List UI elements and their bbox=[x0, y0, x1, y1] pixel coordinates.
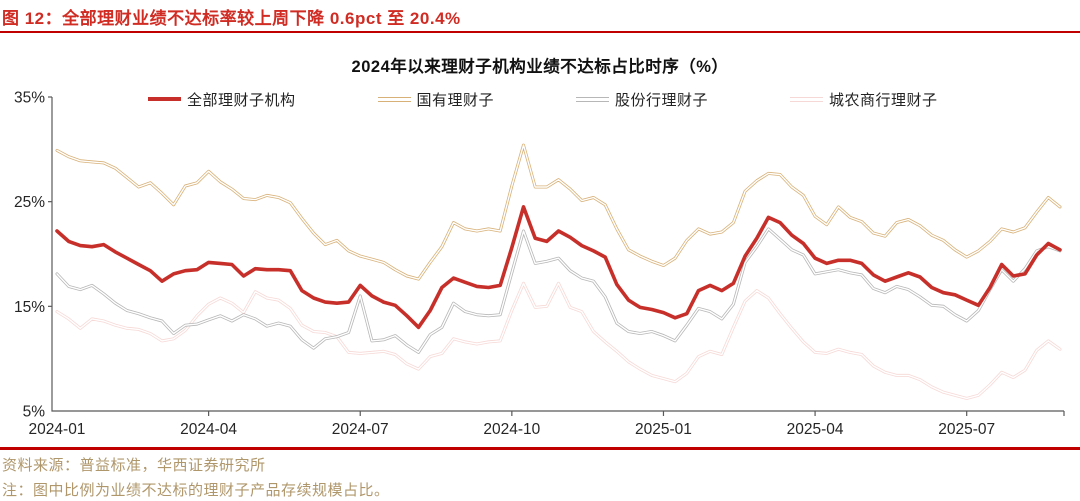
legend-marker-total-line bbox=[148, 97, 181, 101]
line-state-owned-inner bbox=[56, 144, 1061, 280]
line-city-rural-inner bbox=[56, 282, 1061, 400]
page-title: 图 12：全部理财业绩不达标率较上周下降 0.6pct 至 20.4% bbox=[2, 9, 461, 28]
x-tick-label: 2025-01 bbox=[635, 421, 692, 438]
legend-item-state-owned: 国有理财子 bbox=[377, 89, 495, 110]
x-tick-label: 2025-04 bbox=[787, 421, 844, 438]
legend-item-joint-stock: 股份行理财子 bbox=[576, 89, 708, 110]
y-tick-label: 15% bbox=[14, 299, 45, 316]
legend-label-total: 全部理财子机构 bbox=[187, 91, 296, 109]
x-tick-label: 2024-10 bbox=[483, 421, 540, 438]
chart-title: 2024年以来理财子机构业绩不达标占比时序（%） bbox=[351, 58, 729, 76]
y-tick-label: 25% bbox=[14, 194, 45, 211]
x-tick-label: 2025-07 bbox=[938, 421, 995, 438]
y-tick-label: 35% bbox=[14, 90, 45, 107]
legend: 全部理财子机构 国有理财子 股份行理财子 城农商行理财子 bbox=[0, 89, 1080, 110]
legend-marker-city-rural-line bbox=[790, 96, 824, 102]
legend-item-total: 全部理财子机构 bbox=[148, 89, 296, 110]
line-total bbox=[55, 205, 1062, 330]
legend-label-state-owned: 国有理财子 bbox=[416, 91, 495, 109]
x-tick-label: 2024-07 bbox=[332, 421, 389, 438]
y-tick-label: 5% bbox=[23, 404, 46, 421]
figure-note: 注：图中比例为业绩不达标的理财子产品存续规模占比。 bbox=[2, 482, 390, 499]
legend-item-city-rural: 城农商行理财子 bbox=[790, 89, 938, 110]
line-chart: 35% 25% 15% 5%2024-01 2024-04 2024-07 2024-10 2… bbox=[14, 90, 1065, 438]
legend-label-city-rural: 城农商行理财子 bbox=[829, 91, 938, 109]
legend-label-joint-stock: 股份行理财子 bbox=[615, 91, 709, 109]
bottom-rule bbox=[0, 447, 1080, 450]
line-city-rural bbox=[55, 281, 1062, 400]
legend-marker-joint-stock-line bbox=[576, 96, 610, 102]
x-tick-label: 2024-01 bbox=[29, 421, 86, 438]
source-note: 资料来源：普益标准，华西证券研究所 bbox=[2, 457, 266, 474]
axes bbox=[51, 97, 1064, 412]
legend-marker-state-owned-line bbox=[377, 96, 411, 102]
line-joint-stock-inner bbox=[56, 228, 1061, 354]
title-rule bbox=[0, 31, 1080, 33]
x-tick-label: 2024-04 bbox=[180, 421, 237, 438]
